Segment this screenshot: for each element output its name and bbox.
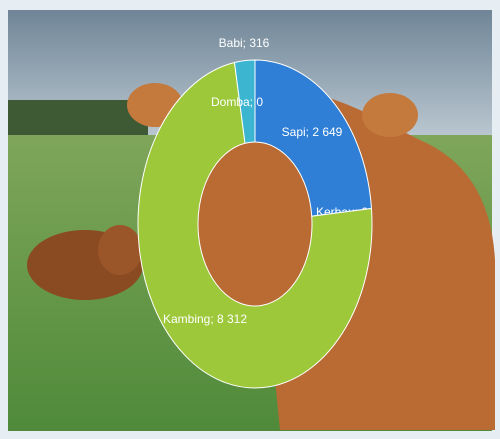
donut-slice [254,59,373,217]
data-label: Babi; 316 [219,36,270,50]
data-label: Sapi; 2 649 [282,125,343,139]
data-label: Kambing; 8 312 [163,312,247,326]
donut: Sapi; 2 649Kerbau; 0Kambing; 8 312Babi; … [137,36,373,389]
data-label: Domba; 0 [211,95,263,109]
donut-slice [233,59,256,144]
donut-slice [137,61,373,389]
